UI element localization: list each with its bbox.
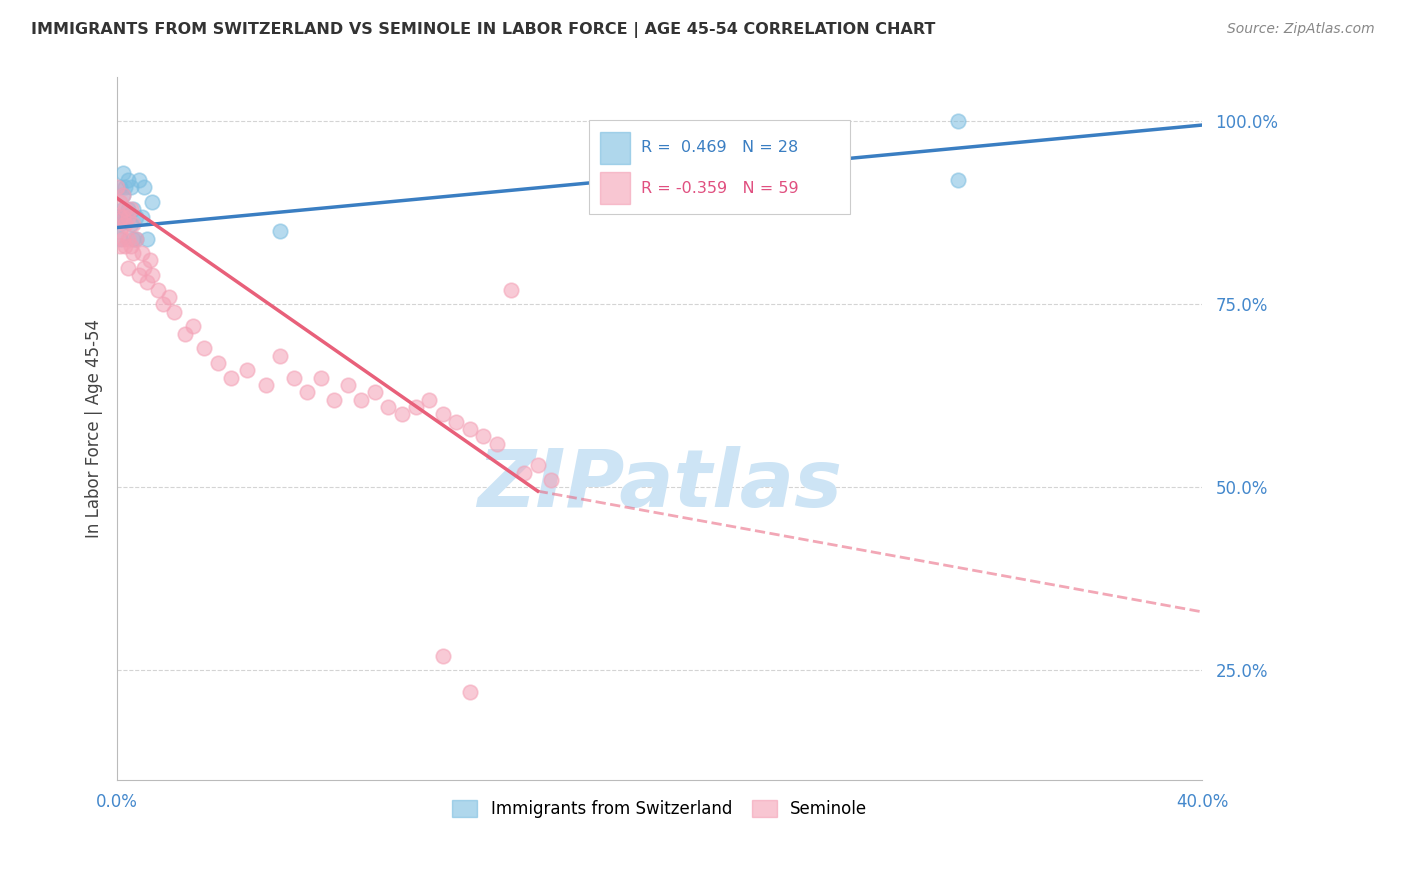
- Point: [146, 283, 169, 297]
- Point: [111, 210, 134, 224]
- Point: [323, 392, 346, 407]
- Point: [193, 342, 215, 356]
- Point: [219, 370, 242, 384]
- Point: [174, 326, 197, 341]
- Point: [756, 180, 779, 194]
- Point: [432, 648, 454, 663]
- Point: [391, 407, 413, 421]
- Point: [526, 458, 548, 473]
- Point: [499, 283, 522, 297]
- Point: [108, 194, 131, 209]
- Point: [105, 180, 128, 194]
- Point: [122, 231, 145, 245]
- Point: [122, 217, 145, 231]
- Point: [114, 202, 136, 217]
- Point: [309, 370, 332, 384]
- Legend: Immigrants from Switzerland, Seminole: Immigrants from Switzerland, Seminole: [446, 793, 875, 825]
- Point: [131, 246, 153, 260]
- Point: [125, 210, 148, 224]
- Point: [269, 224, 291, 238]
- Point: [117, 231, 139, 245]
- Point: [108, 210, 131, 224]
- Point: [122, 246, 145, 260]
- Point: [946, 114, 969, 128]
- Point: [105, 210, 128, 224]
- Point: [128, 268, 150, 282]
- Point: [595, 187, 617, 202]
- Text: R =  0.469   N = 28: R = 0.469 N = 28: [641, 140, 799, 155]
- Point: [141, 194, 163, 209]
- Point: [120, 180, 142, 194]
- Point: [458, 422, 481, 436]
- Point: [131, 210, 153, 224]
- Text: R = -0.359   N = 59: R = -0.359 N = 59: [641, 181, 799, 196]
- FancyBboxPatch shape: [600, 132, 630, 164]
- Point: [418, 392, 440, 407]
- Point: [111, 187, 134, 202]
- Point: [108, 180, 131, 194]
- Point: [364, 385, 387, 400]
- Text: IMMIGRANTS FROM SWITZERLAND VS SEMINOLE IN LABOR FORCE | AGE 45-54 CORRELATION C: IMMIGRANTS FROM SWITZERLAND VS SEMINOLE …: [31, 22, 935, 38]
- Text: Source: ZipAtlas.com: Source: ZipAtlas.com: [1227, 22, 1375, 37]
- Point: [458, 685, 481, 699]
- Point: [295, 385, 318, 400]
- FancyBboxPatch shape: [589, 120, 849, 214]
- Point: [269, 349, 291, 363]
- Point: [108, 217, 131, 231]
- Point: [114, 210, 136, 224]
- Point: [472, 429, 495, 443]
- Point: [485, 436, 508, 450]
- Point: [350, 392, 373, 407]
- Point: [157, 290, 180, 304]
- Point: [405, 400, 427, 414]
- Point: [139, 253, 162, 268]
- Point: [108, 224, 131, 238]
- Point: [111, 231, 134, 245]
- Point: [120, 217, 142, 231]
- Point: [136, 276, 159, 290]
- Point: [125, 231, 148, 245]
- Point: [108, 231, 131, 245]
- Point: [236, 363, 259, 377]
- Point: [141, 268, 163, 282]
- Point: [122, 202, 145, 217]
- Point: [446, 415, 468, 429]
- Text: ZIPatlas: ZIPatlas: [477, 446, 842, 524]
- Point: [540, 473, 562, 487]
- Point: [117, 210, 139, 224]
- Point: [117, 260, 139, 275]
- Point: [946, 173, 969, 187]
- Point: [114, 180, 136, 194]
- Point: [377, 400, 399, 414]
- Point: [111, 166, 134, 180]
- Point: [120, 202, 142, 217]
- Point: [117, 202, 139, 217]
- Point: [114, 239, 136, 253]
- Point: [136, 231, 159, 245]
- Point: [152, 297, 174, 311]
- Point: [163, 304, 186, 318]
- Point: [111, 202, 134, 217]
- Point: [432, 407, 454, 421]
- Point: [336, 378, 359, 392]
- Point: [283, 370, 305, 384]
- Point: [181, 319, 204, 334]
- Point: [117, 173, 139, 187]
- Point: [254, 378, 277, 392]
- Point: [207, 356, 229, 370]
- Y-axis label: In Labor Force | Age 45-54: In Labor Force | Age 45-54: [86, 319, 103, 539]
- Point: [108, 239, 131, 253]
- Point: [134, 180, 156, 194]
- Point: [111, 187, 134, 202]
- Point: [513, 466, 536, 480]
- Point: [120, 239, 142, 253]
- Point: [114, 217, 136, 231]
- Point: [128, 173, 150, 187]
- Point: [134, 260, 156, 275]
- Point: [125, 231, 148, 245]
- FancyBboxPatch shape: [600, 172, 630, 204]
- Point: [111, 210, 134, 224]
